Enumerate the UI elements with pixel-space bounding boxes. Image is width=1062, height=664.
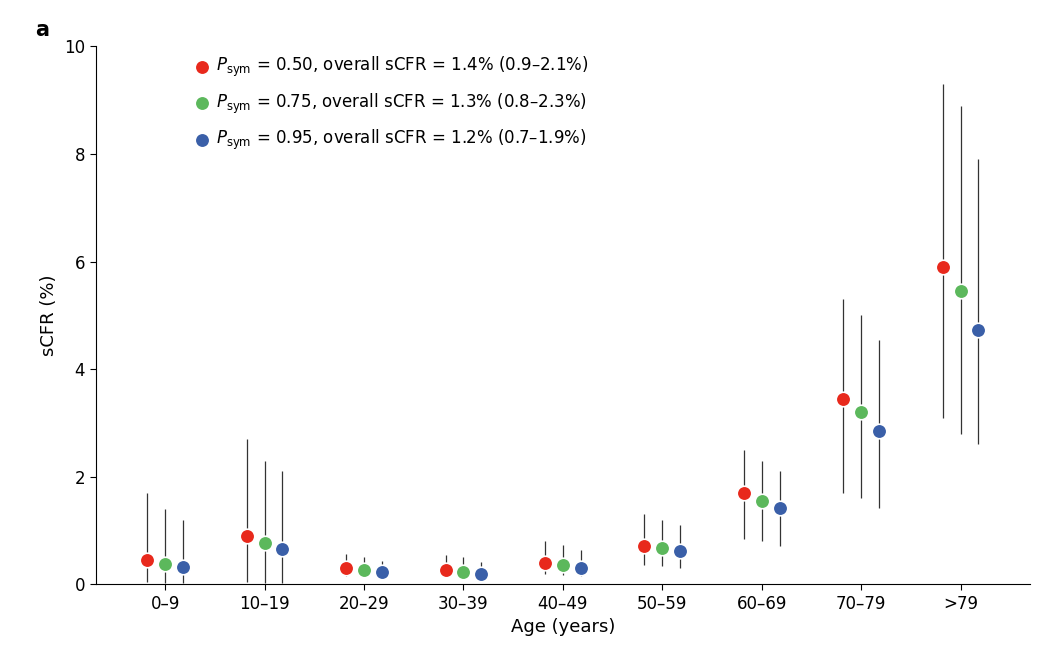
Point: [671, 546, 688, 556]
Point: [753, 495, 770, 506]
Point: [374, 567, 391, 578]
Point: [455, 566, 472, 577]
Point: [438, 564, 455, 575]
Point: [835, 394, 852, 404]
Point: [536, 558, 553, 568]
Text: a: a: [35, 19, 49, 40]
Point: [853, 407, 870, 418]
Point: [654, 543, 671, 554]
Point: [735, 487, 752, 498]
Point: [970, 325, 987, 336]
Point: [256, 538, 273, 548]
Y-axis label: sCFR (%): sCFR (%): [40, 275, 58, 356]
Point: [356, 565, 373, 576]
Point: [771, 503, 788, 513]
Point: [338, 563, 355, 574]
X-axis label: Age (years): Age (years): [511, 618, 615, 636]
Point: [952, 286, 969, 297]
Point: [139, 554, 156, 565]
Point: [572, 562, 589, 573]
Point: [554, 560, 571, 570]
Legend: $P_\mathrm{sym}$ = 0.50, overall sCFR = 1.4% (0.9–2.1%), $P_\mathrm{sym}$ = 0.75: $P_\mathrm{sym}$ = 0.50, overall sCFR = …: [198, 55, 588, 153]
Point: [174, 561, 191, 572]
Point: [935, 262, 952, 272]
Point: [871, 426, 888, 436]
Point: [238, 531, 255, 542]
Point: [157, 558, 174, 569]
Point: [473, 568, 490, 579]
Point: [636, 540, 653, 551]
Point: [274, 544, 291, 554]
